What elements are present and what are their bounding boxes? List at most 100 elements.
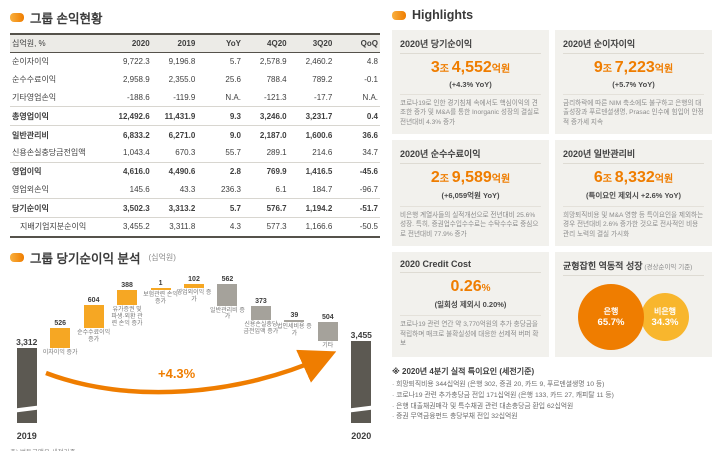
waterfall-category-label: 기타 xyxy=(322,342,334,349)
pl-cell: 145.6 xyxy=(129,184,150,194)
waterfall-value: 39 xyxy=(290,311,299,319)
waterfall-bar xyxy=(50,327,71,348)
pl-cell: 3,246.0 xyxy=(259,111,287,121)
pl-table-row: 순이자이익 9,722.3 9,196.8 5.7 2,578.9 2,460.2 4.8 xyxy=(10,53,380,71)
card-value-part: 6 xyxy=(593,169,603,187)
pl-cell: 2,187.0 xyxy=(259,130,287,140)
pl-column-header: QoQ xyxy=(334,33,380,53)
waterfall-section-title: 그룹 당기순이익 분석 (십억원) xyxy=(10,248,380,267)
pl-cell: 3,231.7 xyxy=(305,111,333,121)
pl-cell: 2.8 xyxy=(229,167,241,177)
pl-cell: -96.7 xyxy=(359,184,378,194)
card-title: 2020년 일반관리비 xyxy=(563,147,704,165)
pl-cell: 3,311.8 xyxy=(169,222,196,232)
card-subvalue: (일회성 제외시 0.20%) xyxy=(434,300,507,310)
card-value: 0.26% xyxy=(400,278,541,296)
card-value-part: 8,332 xyxy=(614,169,655,187)
card-description: 코로나19 관련 연간 약 3,770억원의 추가 충당금을 적립하며 매크로 … xyxy=(400,315,541,349)
pl-cell: 9,722.3 xyxy=(122,57,150,67)
pl-row-label: 순수수료이익 xyxy=(12,75,57,85)
waterfall-chart: +4.3% 3,312 2019 526 이자이익 증가 604 순수수료이익 증가 388… xyxy=(10,271,378,443)
waterfall-bar xyxy=(351,340,372,423)
pl-cell: -0.1 xyxy=(364,75,378,85)
pl-cell: 789.2 xyxy=(312,75,333,85)
pl-cell: 4,616.0 xyxy=(122,167,150,177)
card-title: 2020 Credit Cost xyxy=(400,259,541,274)
pl-cell: 184.7 xyxy=(312,184,333,194)
pl-table-row: 영업이익 4,616.0 4,490.6 2.8 769.9 1,416.5 -45.6 xyxy=(10,162,380,180)
pl-cell: 6.1 xyxy=(275,184,287,194)
pl-cell: 289.1 xyxy=(266,148,287,158)
card-value-part: 4,552 xyxy=(451,59,492,76)
pl-cell: 55.7 xyxy=(225,148,241,158)
highlight-card: 2020년 당기순이익 3조 4,552억원 (+4.3% YoY) 코로나19로 인… xyxy=(392,30,549,135)
waterfall-category-label: 일반관리비 증가 xyxy=(210,307,245,321)
card-value-part: 조 xyxy=(602,64,615,75)
pl-cell: N.A. xyxy=(225,92,241,102)
highlight-card: 2020년 순수수료이익 2조 9,589억원 (+6,059억원 YoY) 비은행 … xyxy=(392,140,549,247)
section-bullet-icon xyxy=(10,252,24,262)
card-subvalue: (특이요인 제외시 +2.6% YoY) xyxy=(585,190,682,200)
pl-table-row: 일반관리비 6,833.2 6,271.0 9.0 2,187.0 1,600.6 36.6 xyxy=(10,125,380,144)
card-title: 2020년 당기순이익 xyxy=(400,37,541,54)
pl-cell: 1,194.2 xyxy=(305,203,333,213)
card-value: 6조 8,332억원 xyxy=(563,169,704,187)
pl-row-label: 영업이익 xyxy=(12,167,42,177)
waterfall-category-label: 이자이익 증가 xyxy=(42,349,78,356)
waterfall-value: 504 xyxy=(321,313,334,321)
highlights-section-title: Highlights xyxy=(392,8,712,22)
footnote-title: ※ 2020년 4분기 실적 특이요인 (세전기준) xyxy=(392,367,535,377)
card-value-part: 조 xyxy=(439,64,452,75)
waterfall-note: 주) 변동금액은 세전기준 xyxy=(10,446,380,451)
pl-cell: 2,958.9 xyxy=(122,75,150,85)
pl-row-label: 지배기업지분순이익 xyxy=(20,222,87,232)
card-value-part: 9,589 xyxy=(451,169,492,187)
pie-segment-nonbank: 비은행 34.3% xyxy=(641,293,689,342)
footnote-list: · 희망퇴직비용 344십억원 (은행 302, 증권 20, 카드 9, 푸르… xyxy=(392,380,712,422)
pl-cell: 4,490.6 xyxy=(168,167,196,177)
card-value-part: 조 xyxy=(439,174,452,186)
section-bullet-icon xyxy=(10,13,24,22)
card-value-part: 9 xyxy=(593,59,603,76)
card-title: 2020년 순이자이익 xyxy=(563,37,704,54)
pl-cell: 1,043.4 xyxy=(122,148,150,158)
pl-cell: -50.5 xyxy=(359,222,378,232)
card-value: 2조 9,589억원 xyxy=(400,169,541,187)
highlight-card: 2020 Credit Cost 0.26% (일회성 제외시 0.20%) 코로나1… xyxy=(392,252,549,358)
waterfall-year-label: 2019 xyxy=(16,430,37,441)
footnote-item: · 은행 대출채권매각 및 특수채권 관련 대손충당금 환입 62십억원 xyxy=(392,402,574,410)
card-value-part: 억원 xyxy=(654,64,674,75)
pl-cell: 5.7 xyxy=(229,57,241,67)
pl-table-row: 지배기업지분순이익 3,455.2 3,311.8 4.3 577.3 1,166.6 -5… xyxy=(10,217,380,237)
waterfall-bar xyxy=(317,321,338,341)
pl-cell: 3,455.2 xyxy=(122,222,150,232)
waterfall-bar xyxy=(284,319,305,322)
pl-cell: 11,431.9 xyxy=(164,111,196,121)
waterfall-value: 373 xyxy=(255,297,267,305)
highlight-card: 2020년 일반관리비 6조 8,332억원 (특이요인 제외시 +2.6% YoY… xyxy=(555,140,712,247)
waterfall-bar xyxy=(83,304,104,328)
card-value-part: 억원 xyxy=(491,64,511,75)
pl-table-body: 순이자이익 9,722.3 9,196.8 5.7 2,578.9 2,460.2 4.8 순… xyxy=(10,53,380,237)
waterfall-value: 388 xyxy=(121,282,133,290)
pl-table-head: 십억원, % 2020 2019 YoY 4Q20 3Q20 QoQ xyxy=(10,33,380,53)
footnote-item: · 코로나19 관련 추가충당금 전입 171십억원 (은행 133, 카드 2… xyxy=(392,392,614,399)
left-column: 그룹 손익현황 십억원, % 2020 2019 YoY 4Q20 3Q20 QoQ 순이자… xyxy=(10,8,380,451)
footnote-item: · 희망퇴직비용 344십억원 (은행 302, 증권 20, 카드 9, 푸르… xyxy=(392,381,605,389)
card-title: 2020년 순수수료이익 xyxy=(400,147,541,165)
card-description: 희망퇴직비용 및 M&A 영향 등 특이요인을 제외하는 경우 전년대비 2.6… xyxy=(563,205,704,240)
pie-segment-value: 65.7% xyxy=(597,317,625,329)
waterfall-value: 1 xyxy=(158,280,163,288)
pl-row-label: 당기순이익 xyxy=(12,203,49,213)
pl-cell: 2,460.2 xyxy=(305,57,333,67)
pl-cell: 4.3 xyxy=(229,222,241,232)
pl-cell: 9.3 xyxy=(229,111,241,121)
card-value-part: 2 xyxy=(430,169,440,187)
pl-cell: 1,600.6 xyxy=(305,130,333,140)
pl-column-header: YoY xyxy=(197,33,243,53)
highlights-title-text: Highlights xyxy=(412,8,474,22)
pie-segment-label: 비은행 xyxy=(653,307,677,317)
pl-column-header: 4Q20 xyxy=(242,33,289,53)
waterfall-value: 3,312 xyxy=(16,336,38,347)
